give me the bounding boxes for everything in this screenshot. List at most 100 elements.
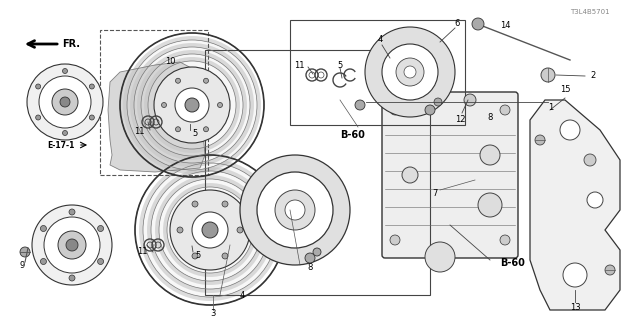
Circle shape xyxy=(285,200,305,220)
Circle shape xyxy=(434,98,442,106)
Text: 1: 1 xyxy=(548,102,553,111)
Circle shape xyxy=(584,154,596,166)
Circle shape xyxy=(90,115,94,120)
Circle shape xyxy=(144,57,240,153)
Circle shape xyxy=(161,102,166,108)
Circle shape xyxy=(127,40,257,170)
Circle shape xyxy=(147,167,273,293)
Text: 8: 8 xyxy=(487,114,493,123)
Text: 14: 14 xyxy=(500,20,511,29)
Polygon shape xyxy=(530,100,620,310)
Circle shape xyxy=(63,68,67,74)
Circle shape xyxy=(587,192,603,208)
Circle shape xyxy=(58,231,86,259)
Text: 7: 7 xyxy=(432,188,438,197)
Circle shape xyxy=(32,205,112,285)
Circle shape xyxy=(69,275,75,281)
Circle shape xyxy=(69,209,75,215)
Circle shape xyxy=(275,190,315,230)
Circle shape xyxy=(355,100,365,110)
Circle shape xyxy=(396,58,424,86)
Text: E-17-1: E-17-1 xyxy=(47,140,75,149)
Circle shape xyxy=(154,67,230,143)
Circle shape xyxy=(500,105,510,115)
Circle shape xyxy=(167,187,253,273)
Circle shape xyxy=(170,190,250,270)
Circle shape xyxy=(218,102,223,108)
Circle shape xyxy=(139,159,281,301)
Circle shape xyxy=(423,93,437,107)
Circle shape xyxy=(40,259,47,265)
PathPatch shape xyxy=(108,62,205,172)
Circle shape xyxy=(63,131,67,135)
Circle shape xyxy=(60,97,70,107)
Text: 15: 15 xyxy=(560,85,570,94)
Text: 3: 3 xyxy=(211,308,216,317)
Text: 13: 13 xyxy=(570,303,580,313)
Text: 5: 5 xyxy=(195,251,200,260)
Circle shape xyxy=(240,155,350,265)
Circle shape xyxy=(257,172,333,248)
Circle shape xyxy=(222,253,228,259)
Text: 4: 4 xyxy=(239,291,244,300)
Circle shape xyxy=(390,105,400,115)
Circle shape xyxy=(27,64,103,140)
Circle shape xyxy=(237,227,243,233)
Circle shape xyxy=(605,265,615,275)
Circle shape xyxy=(563,263,587,287)
Text: 11: 11 xyxy=(134,127,145,137)
Text: T3L4B5701: T3L4B5701 xyxy=(570,9,610,15)
Circle shape xyxy=(185,98,199,112)
Text: 9: 9 xyxy=(19,260,24,269)
Circle shape xyxy=(90,84,94,89)
Text: 6: 6 xyxy=(454,20,460,28)
Text: 4: 4 xyxy=(378,36,383,44)
Circle shape xyxy=(44,217,100,273)
Circle shape xyxy=(36,115,41,120)
Circle shape xyxy=(175,88,209,122)
Circle shape xyxy=(134,47,250,163)
Circle shape xyxy=(141,54,243,156)
Circle shape xyxy=(123,36,261,174)
Text: 12: 12 xyxy=(455,116,465,124)
Circle shape xyxy=(404,66,416,78)
Circle shape xyxy=(192,212,228,248)
Circle shape xyxy=(425,105,435,115)
Circle shape xyxy=(66,239,78,251)
Circle shape xyxy=(472,18,484,30)
Circle shape xyxy=(535,135,545,145)
Circle shape xyxy=(130,43,254,167)
Circle shape xyxy=(222,201,228,207)
Circle shape xyxy=(151,171,269,289)
Circle shape xyxy=(97,226,104,231)
Text: 8: 8 xyxy=(307,263,313,273)
Circle shape xyxy=(137,50,247,160)
Circle shape xyxy=(478,193,502,217)
Circle shape xyxy=(175,78,180,83)
Circle shape xyxy=(480,145,500,165)
Circle shape xyxy=(560,120,580,140)
Circle shape xyxy=(148,61,236,149)
Circle shape xyxy=(36,84,41,89)
Text: 5: 5 xyxy=(337,60,342,69)
Text: 11: 11 xyxy=(138,247,148,257)
Bar xyxy=(100,30,208,175)
FancyBboxPatch shape xyxy=(382,92,518,258)
Text: B-60: B-60 xyxy=(340,130,365,140)
Circle shape xyxy=(305,253,315,263)
Circle shape xyxy=(541,68,555,82)
Circle shape xyxy=(382,44,438,100)
Circle shape xyxy=(204,127,209,132)
Circle shape xyxy=(52,89,78,115)
Text: 10: 10 xyxy=(164,58,175,67)
Circle shape xyxy=(163,183,257,277)
Circle shape xyxy=(202,222,218,238)
Text: FR.: FR. xyxy=(62,39,80,49)
Circle shape xyxy=(402,167,418,183)
Circle shape xyxy=(365,27,455,117)
Bar xyxy=(205,50,430,295)
Circle shape xyxy=(175,127,180,132)
Circle shape xyxy=(390,235,400,245)
Circle shape xyxy=(155,175,265,285)
Circle shape xyxy=(143,163,277,297)
